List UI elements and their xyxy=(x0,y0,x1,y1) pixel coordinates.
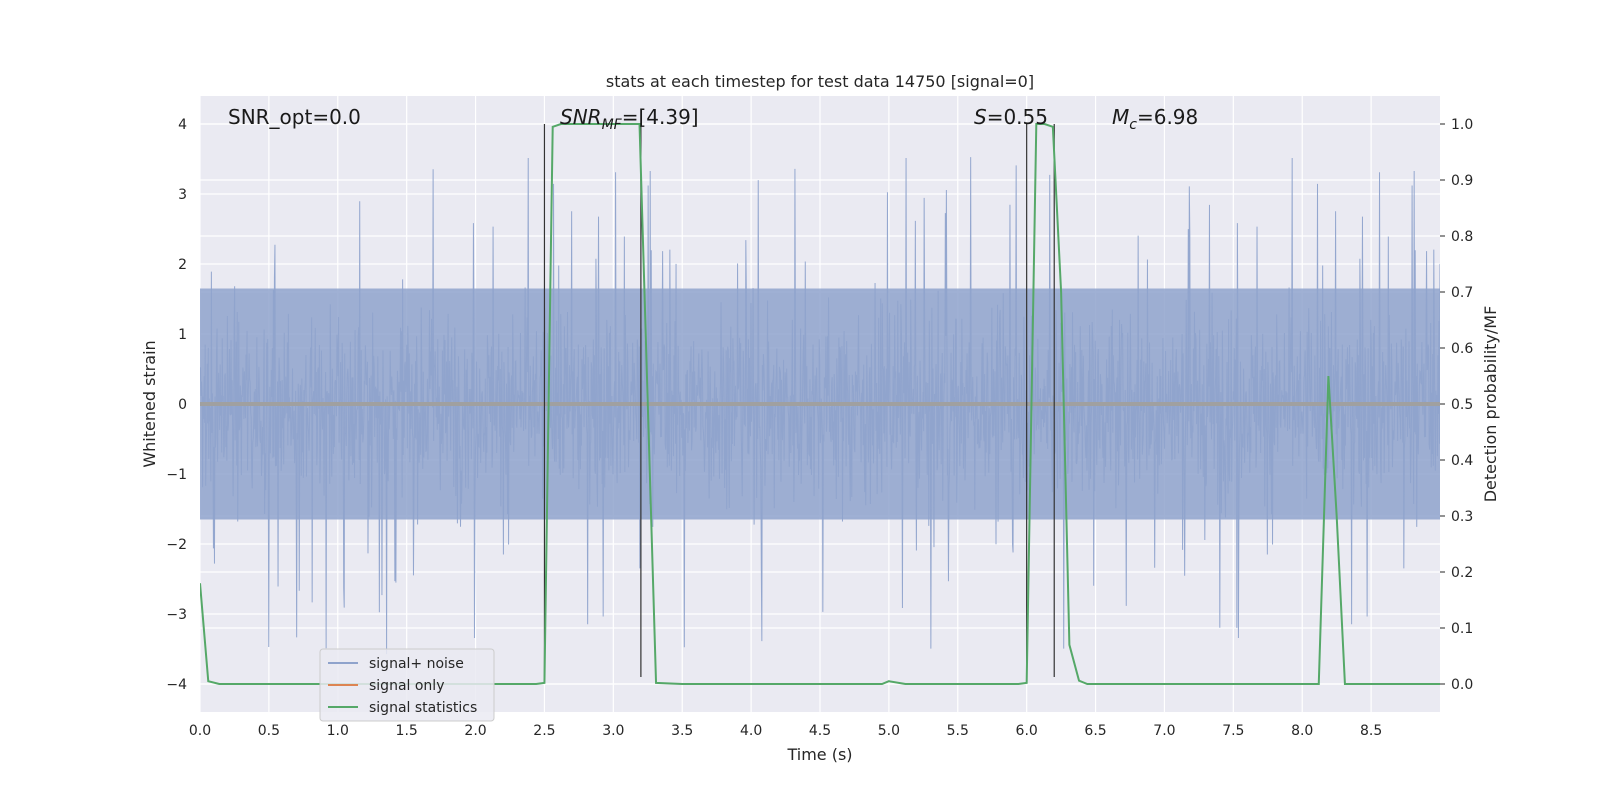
vertical-markers xyxy=(543,124,1055,677)
legend: signal+ noise signal only signal statist… xyxy=(319,648,495,722)
x-tick-label: 3.5 xyxy=(671,723,693,739)
legend-label-signal-statistics: signal statistics xyxy=(369,700,477,716)
y-right-tick-label: 0.3 xyxy=(1451,509,1473,525)
y-right-tick-label: 0.5 xyxy=(1451,397,1473,413)
y-right-tick-label: 0.2 xyxy=(1451,565,1473,581)
x-tick-label: 3.0 xyxy=(602,723,624,739)
annotation-mc-main: M xyxy=(1112,105,1129,129)
chart-title: stats at each timestep for test data 147… xyxy=(606,72,1034,91)
annotation-snr-mf: SNRMF=[4.39] xyxy=(560,105,699,133)
x-axis-ticks: 0.0 0.5 1.0 1.5 2.0 2.5 3.0 3.5 4.0 4.5 5.0 5.5 6.0 6… xyxy=(189,723,1382,739)
x-tick-label: 0.5 xyxy=(258,723,280,739)
y-left-axis-ticks: 4 3 2 1 0 −1 −2 −3 −4 xyxy=(166,117,187,693)
x-tick-label: 4.0 xyxy=(740,723,762,739)
y-left-tick-label: −4 xyxy=(166,677,187,693)
x-tick-label: 1.0 xyxy=(327,723,349,739)
annotation-s: S=0.55 xyxy=(974,105,1048,129)
y-left-tick-label: −2 xyxy=(166,537,187,553)
x-axis-label: Time (s) xyxy=(786,745,852,764)
x-tick-label: 5.5 xyxy=(947,723,969,739)
x-tick-label: 1.5 xyxy=(396,723,418,739)
x-tick-label: 2.0 xyxy=(464,723,486,739)
x-tick-label: 4.5 xyxy=(809,723,831,739)
x-tick-label: 8.0 xyxy=(1291,723,1313,739)
y-right-tick-label: 1.0 xyxy=(1451,117,1473,133)
y-right-axis-label: Detection probability/MF xyxy=(1481,306,1500,503)
y-left-tick-label: 0 xyxy=(178,397,187,413)
y-right-tick-label: 0.9 xyxy=(1451,173,1473,189)
x-tick-label: 0.0 xyxy=(189,723,211,739)
y-left-tick-label: 4 xyxy=(178,117,187,133)
y-left-tick-label: 3 xyxy=(178,187,187,203)
y-right-tick-label: 0.6 xyxy=(1451,341,1473,357)
annotation-snr-mf-value: =[4.39] xyxy=(622,105,699,129)
annotation-s-value: =0.55 xyxy=(987,105,1048,129)
signal-statistics-series xyxy=(200,123,1440,685)
legend-box xyxy=(319,648,495,722)
signal-noise-line xyxy=(200,157,1440,655)
x-tick-label: 6.5 xyxy=(1084,723,1106,739)
x-tick-label: 8.5 xyxy=(1360,723,1382,739)
y-left-axis-label: Whitened strain xyxy=(140,340,159,467)
x-tick-label: 2.5 xyxy=(533,723,555,739)
y-right-tick-label: 0.7 xyxy=(1451,285,1473,301)
y-right-tick-label: 0.4 xyxy=(1451,453,1473,469)
y-left-tick-label: 1 xyxy=(178,327,187,343)
x-tick-label: 7.0 xyxy=(1153,723,1175,739)
annotation-mc-value: =6.98 xyxy=(1137,105,1198,129)
x-tick-label: 7.5 xyxy=(1222,723,1244,739)
annotation-mc-sub: c xyxy=(1129,117,1137,133)
y-left-tick-label: −3 xyxy=(166,607,187,623)
legend-label-signal-noise: signal+ noise xyxy=(369,656,464,672)
y-right-tick-label: 0.1 xyxy=(1451,621,1473,637)
annotation-s-main: S xyxy=(974,105,987,129)
annotation-snr-mf-main: SNR xyxy=(560,105,602,129)
annotation-snr-mf-sub: MF xyxy=(602,117,623,133)
y-right-tick-label: 0.0 xyxy=(1451,677,1473,693)
x-tick-label: 6.0 xyxy=(1016,723,1038,739)
y-right-axis-ticks: 1.0 0.9 0.8 0.7 0.6 0.5 0.4 0.3 0.2 0.1 0.0 xyxy=(1440,117,1473,693)
annotation-mc: Mc=6.98 xyxy=(1112,105,1198,133)
annotation-snr-opt: SNR_opt=0.0 xyxy=(228,105,361,129)
y-left-tick-label: 2 xyxy=(178,257,187,273)
x-tick-label: 5.0 xyxy=(878,723,900,739)
signal-statistics-line xyxy=(200,123,1440,685)
y-right-tick-label: 0.8 xyxy=(1451,229,1473,245)
y-left-tick-label: −1 xyxy=(166,467,187,483)
legend-label-signal-only: signal only xyxy=(369,678,444,694)
